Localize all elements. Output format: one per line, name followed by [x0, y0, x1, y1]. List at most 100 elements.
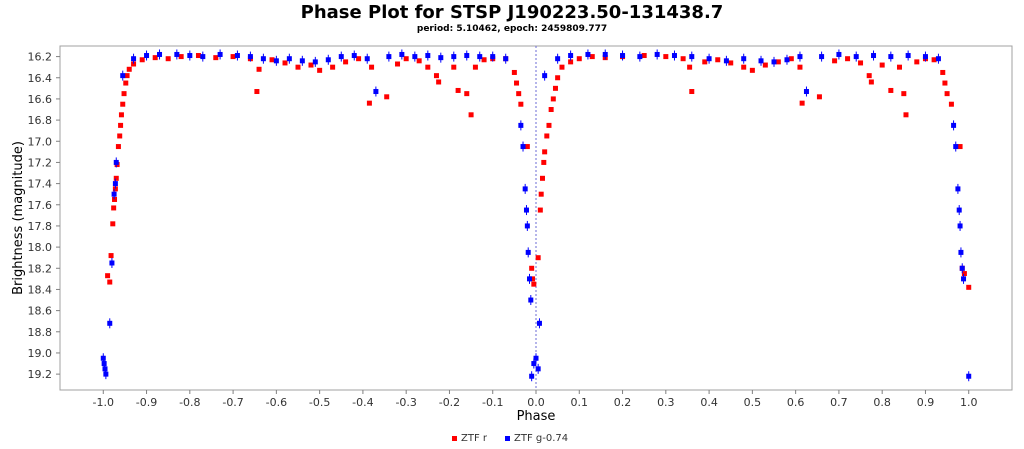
ztf-r-point [788, 56, 794, 62]
ztf-g-point [528, 297, 534, 303]
ztf-r-point [961, 271, 967, 277]
x-tick-label: 0.5 [744, 396, 762, 409]
ztf-r-point [641, 53, 647, 59]
ztf-g-point [112, 181, 118, 187]
ztf-g-point [477, 54, 483, 60]
ztf-r-point [472, 64, 478, 70]
ztf-r-point [282, 60, 288, 66]
ztf-r-point [330, 64, 336, 70]
ztf-r-point [537, 207, 543, 213]
ztf-g-point [568, 53, 574, 59]
series-layer [100, 49, 972, 382]
ztf-g-point [654, 51, 660, 57]
ztf-g-point [234, 53, 240, 59]
x-tick-label: -0.8 [179, 396, 200, 409]
x-tick-label: -1.0 [93, 396, 114, 409]
ztf-g-point [174, 51, 180, 57]
ztf-g-point [102, 366, 108, 372]
ztf-r-point [230, 54, 236, 60]
x-axis: -1.0 -0.9 -0.8 -0.7 -0.6 -0.5 -0.4 -0.3 -0.2 -0.1… [93, 390, 977, 409]
ztf-r-point [121, 91, 127, 97]
ztf-r-point [832, 58, 838, 64]
ztf-r-point [546, 122, 552, 128]
x-tick-label: -0.3 [395, 396, 416, 409]
ztf-r-point [366, 100, 372, 106]
ztf-g-point [247, 54, 253, 60]
ztf-r-point [944, 91, 950, 97]
ztf-g-point [957, 223, 963, 229]
ztf-r-point [687, 64, 693, 70]
ztf-r-point [124, 73, 130, 79]
legend-swatch [452, 436, 457, 441]
ztf-g-point [364, 56, 370, 62]
ztf-r-point [343, 59, 349, 65]
x-tick-label: -0.9 [136, 396, 157, 409]
ztf-g-point [966, 373, 972, 379]
y-tick-label: 18.4 [28, 283, 53, 296]
ztf-g-point [797, 54, 803, 60]
ztf-r-point [931, 57, 937, 63]
legend-label: ZTF r [461, 433, 488, 444]
ztf-g-point [527, 276, 533, 282]
ztf-r-point [903, 112, 909, 118]
ztf-r-point [436, 79, 442, 85]
ztf-r-point [131, 61, 137, 67]
x-tick-label: -0.7 [222, 396, 243, 409]
ztf-g-point [758, 58, 764, 64]
ztf-r-point [269, 57, 275, 63]
ztf-r-point [395, 61, 401, 67]
ztf-r-point [555, 75, 561, 81]
ztf-g-point [464, 53, 470, 59]
ztf-g-point [522, 186, 528, 192]
ztf-g-point [260, 56, 266, 62]
ztf-g-point [373, 89, 379, 95]
ztf-r-point [107, 279, 113, 285]
ztf-r-point [117, 133, 123, 139]
ztf-r-point [866, 73, 872, 79]
ztf-g-point [325, 57, 331, 63]
x-tick-label: -0.1 [482, 396, 503, 409]
ztf-g-point [286, 56, 292, 62]
ztf-g-point [741, 56, 747, 62]
y-tick-label: 19.2 [28, 368, 53, 381]
ztf-g-point [955, 186, 961, 192]
ztf-r-point [254, 89, 260, 95]
ztf-r-point [416, 58, 422, 64]
ztf-g-point [525, 249, 531, 255]
ztf-g-point [120, 73, 126, 79]
x-axis-title: Phase [517, 409, 556, 424]
ztf-g-point [888, 54, 894, 60]
x-tick-label: 0.6 [787, 396, 805, 409]
ztf-g-point [524, 223, 530, 229]
ztf-g-point [351, 53, 357, 59]
ztf-g-point [723, 58, 729, 64]
y-tick-label: 17.6 [28, 199, 53, 212]
ztf-g-point [412, 54, 418, 60]
ztf-r-point [529, 265, 535, 271]
ztf-g-point [956, 207, 962, 213]
x-tick-label: -0.6 [266, 396, 287, 409]
y-tick-label: 16.2 [28, 51, 53, 64]
ztf-g-point [935, 56, 941, 62]
ztf-r-point [295, 64, 301, 70]
x-tick-label: 0.4 [700, 396, 718, 409]
ztf-g-point [518, 122, 524, 128]
ztf-g-point [144, 53, 150, 59]
ztf-r-point [531, 281, 537, 287]
y-tick-label: 18.2 [28, 262, 53, 275]
ztf-r-point [118, 112, 124, 118]
ztf-g-point [620, 53, 626, 59]
ztf-g-point [671, 53, 677, 59]
ztf-g-point [338, 54, 344, 60]
ztf-r-point [256, 66, 262, 72]
ztf-g-point [490, 54, 496, 60]
ztf-r-point [356, 56, 362, 62]
ztf-g-point [100, 355, 106, 361]
ztf-r-point [957, 144, 963, 150]
ztf-g-point [602, 51, 608, 57]
ztf-r-point [888, 87, 894, 93]
ztf-r-point [403, 56, 409, 62]
ztf-r-point [914, 59, 920, 65]
x-tick-label: 0.1 [571, 396, 589, 409]
ztf-g-point [771, 59, 777, 65]
